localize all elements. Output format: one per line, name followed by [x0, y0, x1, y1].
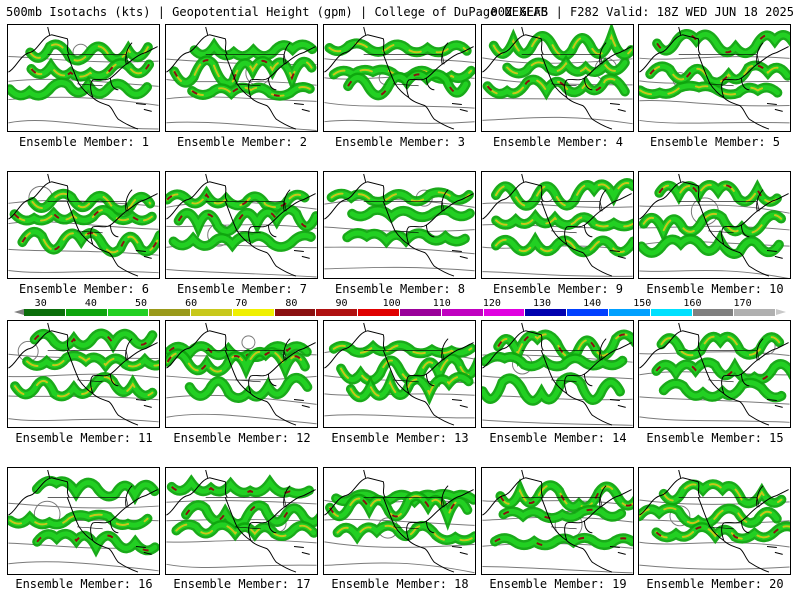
ensemble-member-label: Ensemble Member: 19 [489, 577, 627, 591]
header-title: 500mb Isotachs (kts) | Geopotential Heig… [6, 5, 548, 19]
ensemble-member-label: Ensemble Member: 7 [176, 282, 308, 296]
color-scale-swatch [441, 309, 484, 316]
ensemble-member-map [7, 171, 160, 279]
ensemble-member-map [165, 24, 318, 132]
ensemble-member-map [481, 24, 634, 132]
ensemble-member-map [7, 467, 160, 575]
color-scale-tick-label: 130 [533, 298, 552, 309]
color-scale-swatch [608, 309, 651, 316]
ensemble-member-map [165, 320, 318, 428]
ensemble-member-label: Ensemble Member: 13 [331, 431, 469, 445]
color-scale-tick-label: 160 [683, 298, 702, 309]
ensemble-member-label: Ensemble Member: 1 [18, 135, 150, 149]
map-header: 500mb Isotachs (kts) | Geopotential Heig… [6, 4, 794, 20]
ensemble-member-label: Ensemble Member: 18 [331, 577, 469, 591]
color-scale-swatch [274, 309, 317, 316]
color-scale-swatch [400, 309, 442, 316]
color-scale-swatch [316, 309, 359, 316]
color-scale-swatch [149, 309, 192, 316]
header-valid-time: 00Z GEFS | F282 Valid: 18Z WED JUN 18 20… [490, 5, 794, 19]
color-scale-tick-label: 70 [235, 298, 248, 309]
color-scale-right-arrow [776, 309, 786, 315]
ensemble-member-label: Ensemble Member: 20 [646, 577, 784, 591]
color-scale-tick-label: 30 [34, 298, 47, 309]
ensemble-member-map [638, 320, 791, 428]
ensemble-member-map [323, 320, 476, 428]
color-scale-tick-label: 120 [482, 298, 501, 309]
color-scale-left-arrow [14, 309, 24, 315]
color-scale-swatch [650, 309, 693, 316]
color-scale-swatch [191, 309, 233, 316]
color-scale-tick-label: 60 [185, 298, 198, 309]
ensemble-member-label: Ensemble Member: 11 [15, 431, 153, 445]
color-scale-tick-label: 170 [733, 298, 752, 309]
ensemble-member-label: Ensemble Member: 3 [334, 135, 466, 149]
ensemble-member-map [481, 320, 634, 428]
color-scale-swatch [734, 309, 777, 316]
ensemble-member-map [165, 467, 318, 575]
ensemble-member-label: Ensemble Member: 5 [649, 135, 781, 149]
ensemble-member-map [638, 171, 791, 279]
ensemble-member-label: Ensemble Member: 12 [173, 431, 311, 445]
ensemble-member-label: Ensemble Member: 10 [646, 282, 784, 296]
ensemble-member-label: Ensemble Member: 2 [176, 135, 308, 149]
color-scale-swatch [65, 309, 108, 316]
ensemble-member-map [638, 467, 791, 575]
color-scale-tick-label: 150 [633, 298, 652, 309]
color-scale-swatch [525, 309, 568, 316]
color-scale-swatch [692, 309, 735, 316]
color-scale-tick-label: 110 [432, 298, 451, 309]
color-scale-swatch [567, 309, 609, 316]
ensemble-member-label: Ensemble Member: 6 [18, 282, 150, 296]
ensemble-member-map [7, 320, 160, 428]
ensemble-member-map [7, 24, 160, 132]
ensemble-member-map [323, 24, 476, 132]
ensemble-member-map [481, 467, 634, 575]
color-scale-tick-label: 50 [134, 298, 147, 309]
color-scale-swatch [24, 309, 66, 316]
isotach-color-scale: 30 40 50 60 70 80 90 100 110 120 130 140 150 160 170 [14, 298, 786, 320]
color-scale-tick-label: 90 [335, 298, 348, 309]
color-scale-labels: 30 40 50 60 70 80 90 100 110 120 130 140 150 160 170 [14, 298, 786, 309]
color-scale-bar [24, 309, 777, 316]
ensemble-member-map [323, 467, 476, 575]
color-scale-tick-label: 140 [583, 298, 602, 309]
ensemble-member-label: Ensemble Member: 9 [492, 282, 624, 296]
ensemble-member-map [638, 24, 791, 132]
color-scale-tick-label: 100 [382, 298, 401, 309]
color-scale-tick-label: 80 [285, 298, 298, 309]
ensemble-member-label: Ensemble Member: 4 [492, 135, 624, 149]
color-scale-swatch [358, 309, 401, 316]
color-scale-swatch [107, 309, 150, 316]
color-scale-swatch [483, 309, 526, 316]
ensemble-member-map [165, 171, 318, 279]
ensemble-member-map [323, 171, 476, 279]
ensemble-member-map [481, 171, 634, 279]
ensemble-member-label: Ensemble Member: 17 [173, 577, 311, 591]
ensemble-member-label: Ensemble Member: 15 [646, 431, 784, 445]
ensemble-member-label: Ensemble Member: 14 [489, 431, 627, 445]
color-scale-swatch [232, 309, 275, 316]
ensemble-member-label: Ensemble Member: 8 [334, 282, 466, 296]
color-scale-tick-label: 40 [84, 298, 97, 309]
ensemble-member-label: Ensemble Member: 16 [15, 577, 153, 591]
